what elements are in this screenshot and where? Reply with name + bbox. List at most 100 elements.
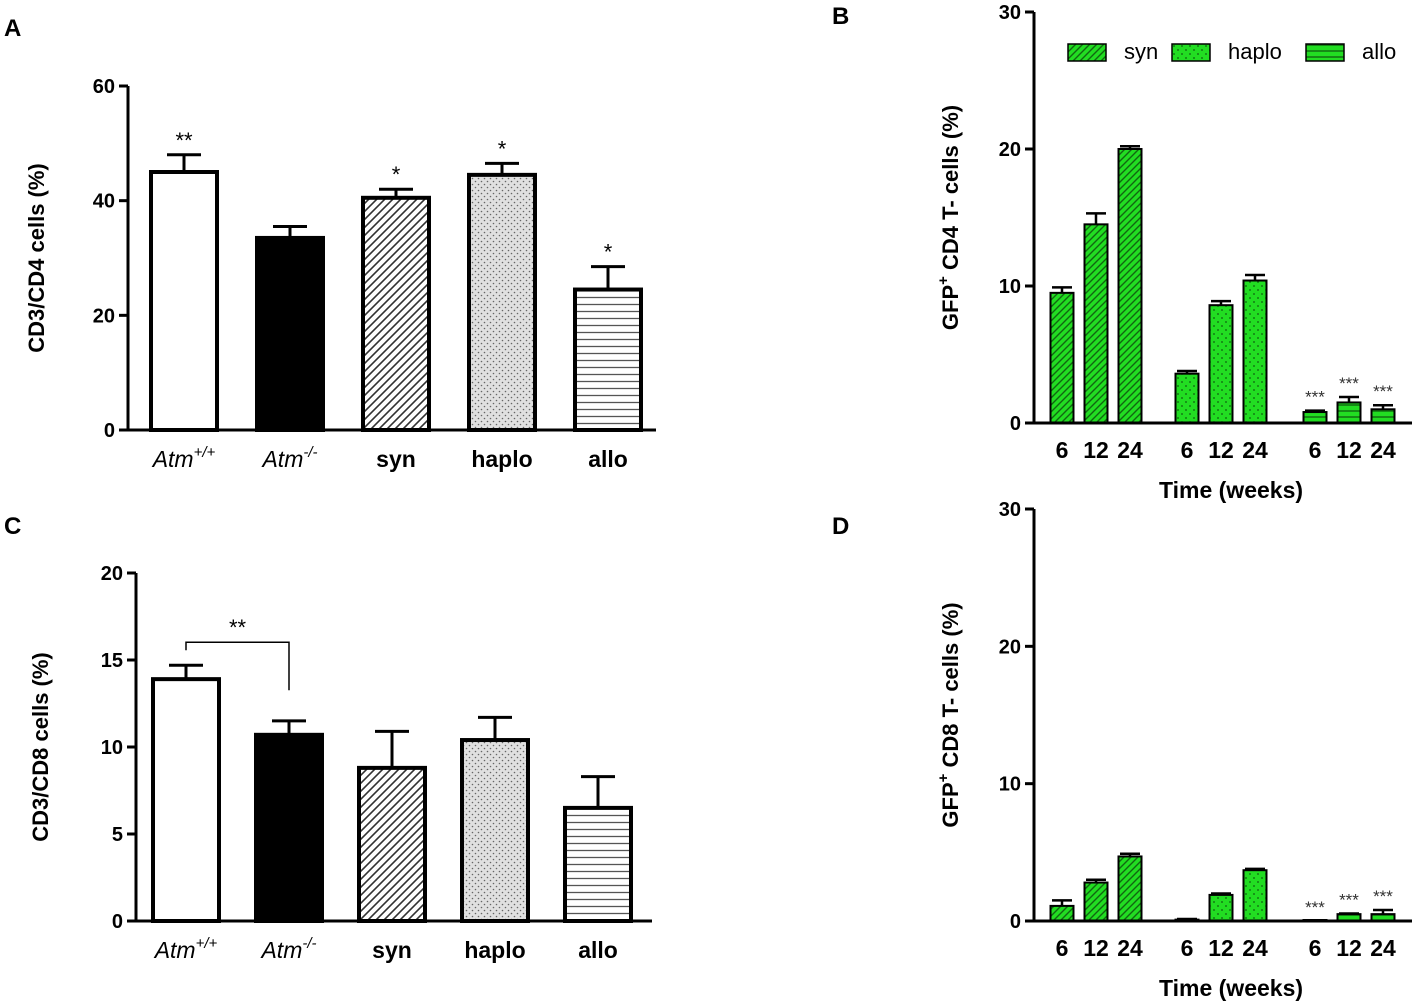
panel-a-y-tick-label-0: 0	[104, 420, 115, 442]
panel-c-category-label-0: Atm+/+	[153, 935, 218, 963]
panel-b-bar-haplo-2	[1242, 279, 1268, 424]
panel-letter-a: A	[4, 15, 21, 42]
panel-a-y-tick-label-3: 60	[93, 76, 115, 98]
panel-a-y-tick-label-1: 20	[93, 305, 115, 327]
panel-d-week-label-syn-0: 6	[1056, 935, 1069, 961]
panel-d-week-label-syn-2: 24	[1117, 935, 1143, 961]
panel-d-bar-haplo-1	[1208, 893, 1234, 923]
panel-b-significance-allo-1: ***	[1339, 374, 1359, 393]
panel-c-bar-3	[460, 738, 530, 923]
panel-d-week-label-allo-0: 6	[1309, 935, 1322, 961]
panel-b-y-tick-label-1: 10	[999, 276, 1021, 298]
panel-b-week-label-allo-1: 12	[1336, 437, 1362, 463]
panel-d-y-tick-label-3: 30	[999, 499, 1021, 521]
panel-d-y-tick-label-2: 20	[999, 636, 1021, 658]
panel-d-week-label-syn-1: 12	[1083, 935, 1109, 961]
panel-b-bar-haplo-1	[1208, 304, 1234, 424]
panel-a-bar-4	[573, 287, 643, 432]
panel-b-y-tick-label-2: 20	[999, 139, 1021, 161]
panel-a-significance-2: *	[392, 162, 401, 187]
panel-d-chart: 0 10 20 30 GFP+ CD8 T- cells (%) 6 12 24 6 12 24 **…	[935, 499, 1412, 1001]
panel-d-y-tick-label-0: 0	[1010, 911, 1021, 933]
panel-letter-b: B	[832, 3, 849, 30]
panel-c-bracket-significance: **	[229, 615, 247, 640]
panel-b-significance-allo-0: ***	[1305, 388, 1325, 407]
panel-a-category-label-2: syn	[376, 446, 416, 472]
panel-a-y-tick-label-2: 40	[93, 191, 115, 213]
panel-a-category-label-1: Atm-/-	[260, 444, 317, 472]
panel-c-bar-0	[151, 677, 221, 924]
panel-b-y-tick-label-0: 0	[1010, 413, 1021, 435]
panel-b-legend-swatch-allo	[1305, 43, 1345, 62]
panel-a-significance-0: **	[175, 128, 193, 153]
panel-a-significance-4: *	[604, 240, 613, 265]
panel-a-bar-2	[361, 195, 431, 432]
panel-d-week-label-haplo-1: 12	[1208, 935, 1234, 961]
panel-c-bar-1	[254, 732, 324, 923]
panel-a-significance-3: *	[498, 136, 507, 161]
panel-a-category-label-4: allo	[588, 446, 628, 472]
panel-b-chart: 0 10 20 30 GFP+ CD4 T- cells (%) 6 12 24 6 12 24 **…	[935, 2, 1412, 503]
panel-d-y-axis-label: GFP+ CD8 T- cells (%)	[935, 602, 963, 827]
panel-b-bar-allo-1	[1336, 401, 1362, 425]
panel-c-y-axis-label: CD3/CD8 cells (%)	[28, 652, 53, 842]
panel-c-category-label-4: allo	[578, 937, 618, 963]
panel-d-bar-syn-1	[1083, 881, 1109, 923]
panel-b-legend-label-syn: syn	[1124, 39, 1158, 64]
panel-b-week-label-haplo-2: 24	[1242, 437, 1268, 463]
panel-d-significance-allo-1: ***	[1339, 890, 1359, 909]
panel-b-bar-syn-2	[1117, 148, 1143, 424]
panel-c-chart: 0 5 10 15 20 CD3/CD8 cells (%) Atm+/+ Atm-/- syn…	[28, 563, 652, 963]
panel-a-bar-1	[255, 235, 325, 432]
panel-d-week-label-allo-2: 24	[1370, 935, 1396, 961]
panel-a-bar-0	[149, 170, 219, 432]
panel-letter-c: C	[4, 513, 21, 540]
panel-b-week-label-syn-1: 12	[1083, 437, 1109, 463]
panel-d-week-label-allo-1: 12	[1336, 935, 1362, 961]
panel-c-comparison-bracket	[185, 641, 290, 691]
panel-c-category-label-1: Atm-/-	[259, 935, 316, 963]
panel-b-week-label-allo-2: 24	[1370, 437, 1396, 463]
panel-b-bar-syn-0	[1049, 291, 1075, 424]
panel-c-y-tick-label-1: 5	[112, 824, 123, 846]
panel-b-x-axis-label: Time (weeks)	[1159, 477, 1303, 503]
panel-d-week-label-haplo-2: 24	[1242, 935, 1268, 961]
panel-d-week-label-haplo-0: 6	[1181, 935, 1194, 961]
panel-b-bar-syn-1	[1083, 223, 1109, 424]
panel-c-y-tick-label-4: 20	[101, 563, 123, 585]
panel-d-x-axis-label: Time (weeks)	[1159, 975, 1303, 1001]
panel-b-legend-swatch-syn	[1067, 43, 1107, 62]
panel-b-bar-allo-2	[1370, 408, 1396, 424]
panel-b-legend-swatch-haplo	[1171, 43, 1211, 62]
panel-c-y-tick-label-2: 10	[101, 737, 123, 759]
panel-c-category-label-3: haplo	[464, 937, 525, 963]
panel-b-bar-haplo-0	[1174, 372, 1200, 424]
panel-b-legend-label-allo: allo	[1362, 39, 1396, 64]
panel-d-significance-allo-2: ***	[1373, 887, 1393, 906]
panel-b-week-label-haplo-1: 12	[1208, 437, 1234, 463]
panel-d-bar-syn-2	[1117, 855, 1143, 922]
panel-b-y-tick-label-3: 30	[999, 2, 1021, 24]
panel-d-y-tick-label-1: 10	[999, 774, 1021, 796]
panel-c-y-tick-label-0: 0	[112, 911, 123, 933]
panel-b-week-label-syn-2: 24	[1117, 437, 1143, 463]
panel-a-y-axis-label: CD3/CD4 cells (%)	[24, 163, 49, 353]
panel-c-bar-2	[357, 765, 427, 923]
panel-b-y-axis-label: GFP+ CD4 T- cells (%)	[935, 105, 963, 330]
panel-a-bar-3	[467, 172, 537, 432]
panel-d-bar-haplo-2	[1242, 869, 1268, 922]
panel-c-bar-4	[563, 805, 633, 924]
panel-b-significance-allo-2: ***	[1373, 382, 1393, 401]
panel-a-category-label-0: Atm+/+	[151, 444, 216, 472]
panel-b-week-label-allo-0: 6	[1309, 437, 1322, 463]
panel-a-category-label-3: haplo	[471, 446, 532, 472]
panel-d-significance-allo-0: ***	[1305, 898, 1325, 917]
panel-letter-d: D	[832, 513, 849, 540]
panel-c-category-label-2: syn	[372, 937, 412, 963]
panel-b-bar-allo-0	[1302, 411, 1328, 425]
panel-c-y-tick-label-3: 15	[101, 650, 123, 672]
panel-d-bar-syn-0	[1049, 904, 1075, 922]
panel-b-week-label-syn-0: 6	[1056, 437, 1069, 463]
